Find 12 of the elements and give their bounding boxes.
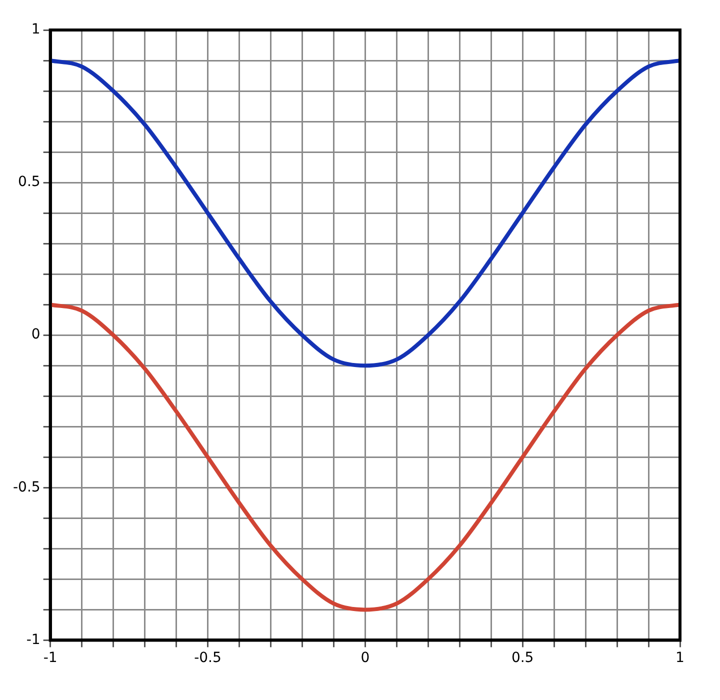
- x-tick-label: -1: [43, 650, 58, 666]
- y-tick-label: -1: [26, 632, 40, 648]
- y-tick-label: -0.5: [12, 479, 40, 496]
- x-tick-label: -0.5: [194, 650, 222, 666]
- y-tick-label: 1: [31, 22, 40, 38]
- y-tick-label: 0: [31, 326, 40, 343]
- y-tick-label: 0.5: [18, 174, 40, 190]
- x-tick-label: 0: [360, 650, 370, 666]
- x-tick-label: 1: [676, 650, 684, 666]
- x-tick-label: 0.5: [511, 650, 534, 666]
- line-series: [50, 302, 680, 612]
- line-series: [50, 58, 680, 368]
